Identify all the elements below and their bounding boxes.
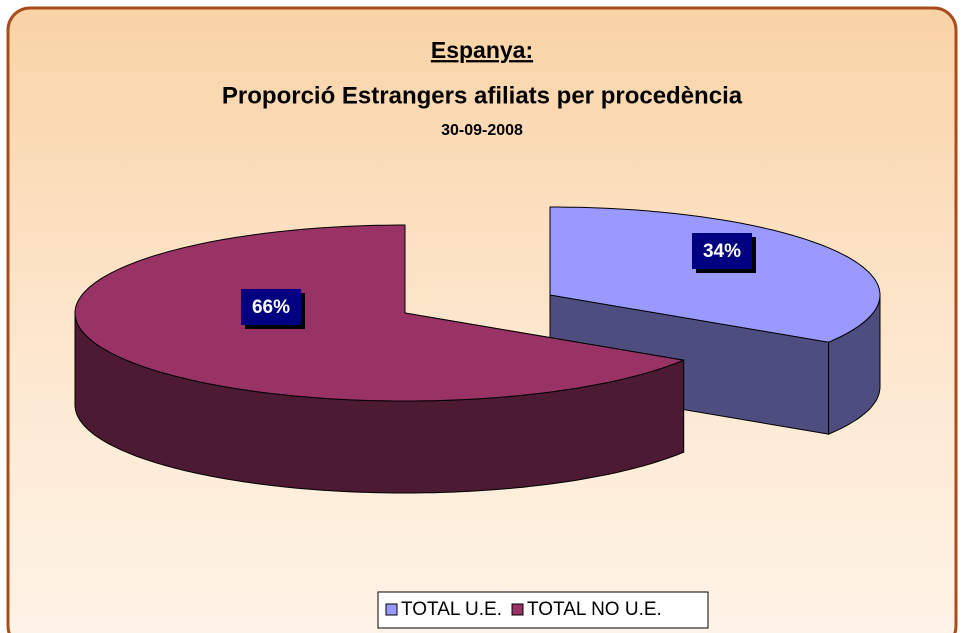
value-label-box xyxy=(692,233,752,269)
pie-slice xyxy=(549,206,881,435)
value-label: 34% xyxy=(703,241,741,262)
value-label-box xyxy=(241,289,301,325)
legend-swatch xyxy=(385,603,398,616)
chart-subtitle: Proporció Estrangers afiliats per proced… xyxy=(222,82,743,109)
slice-top xyxy=(549,206,881,343)
pie-slice xyxy=(74,224,686,494)
legend-label: TOTAL NO U.E. xyxy=(527,599,662,620)
legend-label: TOTAL U.E. xyxy=(401,599,502,620)
pie: 34% 66% xyxy=(74,206,881,494)
legend-swatch xyxy=(511,603,524,616)
slice-top xyxy=(74,224,686,402)
chart-title: Espanya: xyxy=(431,37,533,63)
chart-date: 30-09-2008 xyxy=(441,122,523,139)
value-label: 66% xyxy=(252,297,290,318)
legend: TOTAL U.E. TOTAL NO U.E. xyxy=(377,591,709,629)
legend-box xyxy=(377,591,709,629)
